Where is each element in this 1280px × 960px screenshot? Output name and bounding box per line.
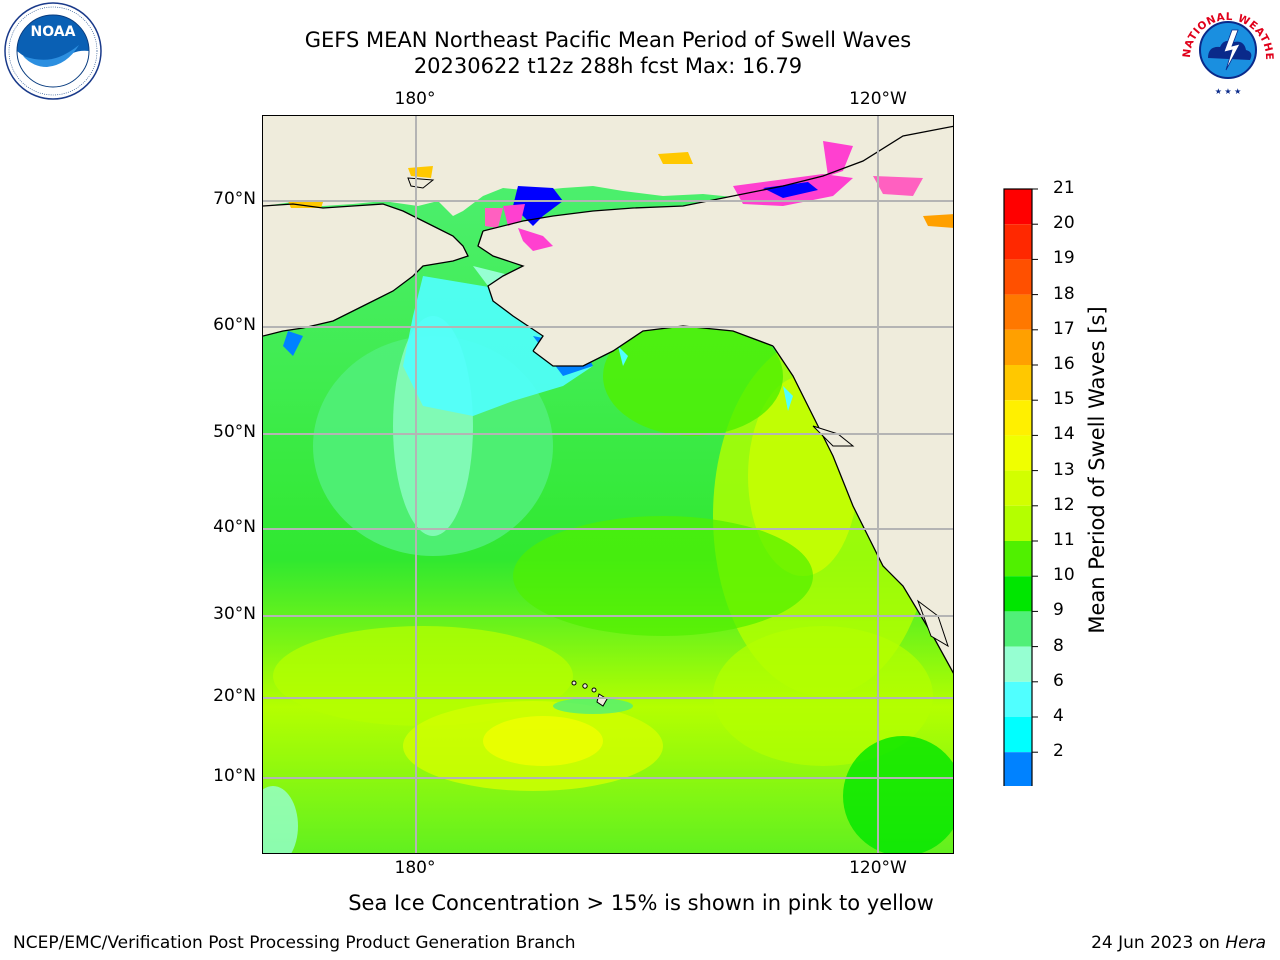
colorbar-segment	[1004, 646, 1032, 682]
land-alaska	[478, 126, 953, 673]
colorbar-segment	[1004, 505, 1032, 541]
colorbar-tick-label: 6	[1053, 670, 1064, 691]
noaa-logo: NOAA	[3, 1, 103, 101]
footer-branch: NCEP/EMC/Verification Post Processing Pr…	[13, 933, 576, 953]
colorbar-tick-label: 13	[1053, 459, 1075, 480]
colorbar-segment	[1004, 400, 1032, 436]
nws-logo: NATIONAL WEATHER SERVICE ★ ★ ★	[1174, 0, 1278, 100]
colorbar-segment	[1004, 365, 1032, 401]
lat-label-20n: 20°N	[213, 686, 256, 706]
colorbar-tick-label: 20	[1053, 213, 1075, 234]
colorbar-label: Mean Period of Swell Waves [s]	[1085, 306, 1109, 634]
sea-ice-caption: Sea Ice Concentration > 15% is shown in …	[348, 891, 934, 915]
lon-label-bottom-120w: 120°W	[849, 858, 907, 878]
colorbar-tick-label: 10	[1053, 565, 1075, 586]
noaa-logo-text: NOAA	[31, 24, 76, 40]
footer-host: Hera	[1225, 933, 1266, 953]
colorbar-segment	[1004, 294, 1032, 330]
map-title: GEFS MEAN Northeast Pacific Mean Period …	[304, 28, 912, 52]
colorbar-tick-label: 14	[1053, 424, 1075, 445]
footer-date: 24 Jun 2023 on Hera	[1091, 933, 1266, 953]
colorbar-tick-label: 2	[1053, 741, 1064, 762]
lat-label-70n: 70°N	[213, 189, 256, 209]
map-subtitle: 20230622 t12z 288h fcst Max: 16.79	[413, 54, 803, 78]
colorbar-segment	[1004, 717, 1032, 753]
colorbar-tick-label: 12	[1053, 494, 1075, 515]
colorbar-tick-label: 9	[1053, 600, 1064, 621]
colorbar-tick-label: 17	[1053, 318, 1075, 339]
colorbar-segment	[1004, 576, 1032, 612]
lat-label-30n: 30°N	[213, 604, 256, 624]
colorbar-segment	[1004, 681, 1032, 717]
map-gridlines	[263, 116, 953, 853]
colorbar-segment	[1004, 224, 1032, 260]
colorbar-tick-label: 8	[1053, 635, 1064, 656]
colorbar-svg	[1003, 188, 1038, 817]
colorbar-tick-label: 18	[1053, 283, 1075, 304]
lat-label-10n: 10°N	[213, 766, 256, 786]
lat-label-50n: 50°N	[213, 422, 256, 442]
lat-label-40n: 40°N	[213, 517, 256, 537]
lon-label-bottom-180: 180°	[394, 858, 436, 878]
colorbar-segment	[1004, 189, 1032, 225]
lon-label-top-120w: 120°W	[849, 89, 907, 109]
colorbar-tick-label: 21	[1053, 178, 1075, 198]
colorbar-segment	[1004, 611, 1032, 647]
colorbar-tick-label: 11	[1053, 530, 1075, 550]
colorbar-segment	[1004, 259, 1032, 295]
colorbar-tick-label: 16	[1053, 354, 1075, 374]
lat-label-60n: 60°N	[213, 315, 256, 335]
colorbar-segment	[1004, 435, 1032, 471]
colorbar-segment	[1004, 752, 1032, 788]
colorbar-tick-label: 4	[1053, 706, 1064, 726]
footer-date-text: 24 Jun 2023 on	[1091, 933, 1226, 953]
colorbar	[1000, 186, 1040, 817]
colorbar-tick-label: 15	[1053, 389, 1075, 410]
colorbar-tick-label: 19	[1053, 248, 1075, 269]
swell-period-map	[262, 115, 954, 854]
map-canvas	[263, 116, 953, 853]
colorbar-segment	[1004, 541, 1032, 577]
colorbar-segment	[1004, 329, 1032, 365]
svg-text:★ ★ ★: ★ ★ ★	[1215, 87, 1242, 96]
lon-label-top-180: 180°	[394, 89, 436, 109]
colorbar-segment	[1004, 470, 1032, 506]
